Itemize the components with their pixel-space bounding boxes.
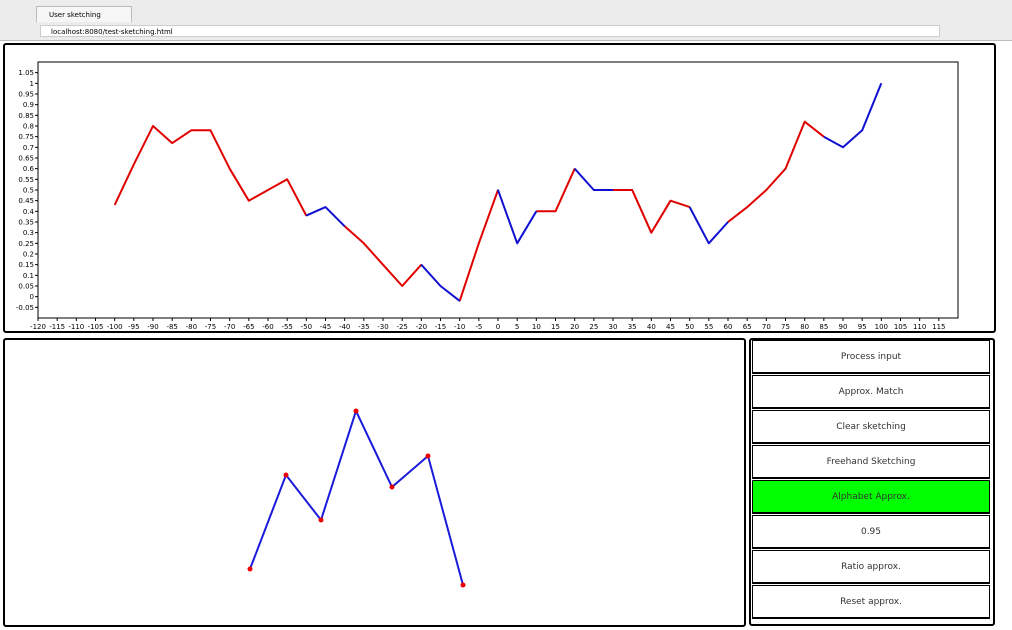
y-tick-label: 0.4 (23, 208, 35, 216)
x-tick-label: -50 (301, 323, 312, 331)
button[interactable]: Ratio approx. (752, 550, 990, 583)
x-tick-label: -65 (243, 323, 254, 331)
y-tick-label: 0.25 (18, 240, 34, 248)
series-line (305, 82, 883, 302)
x-tick-label: -85 (166, 323, 177, 331)
x-tick-label: -60 (262, 323, 273, 331)
y-tick-label: 0.3 (23, 229, 34, 237)
x-tick-label: 115 (932, 323, 945, 331)
y-tick-label: 0.1 (23, 272, 34, 280)
x-tick-label: 10 (532, 323, 541, 331)
x-tick-label: -25 (396, 323, 407, 331)
y-tick-label: 0.15 (18, 261, 34, 269)
button[interactable]: Process input (752, 340, 990, 373)
series-line (113, 120, 825, 302)
y-tick-label: 0.65 (18, 155, 34, 163)
y-tick-label: 1 (30, 80, 34, 88)
x-tick-label: 80 (800, 323, 809, 331)
x-tick-label: -120 (30, 323, 46, 331)
y-tick-label: 0.6 (23, 165, 35, 173)
x-tick-label: -20 (416, 323, 427, 331)
x-tick-label: 65 (743, 323, 752, 331)
x-tick-label: -115 (49, 323, 65, 331)
y-tick-label: 0.45 (18, 197, 34, 205)
sketch (247, 408, 466, 588)
x-tick-label: 30 (609, 323, 618, 331)
chart-panel (3, 43, 996, 333)
x-tick-label: 105 (894, 323, 907, 331)
x-tick-label: 60 (724, 323, 733, 331)
x-tick-label: 95 (858, 323, 867, 331)
button-panel (749, 338, 995, 626)
x-tick-label: 40 (647, 323, 656, 331)
y-tick-label: 0.35 (18, 219, 34, 227)
button[interactable]: Freehand Sketching (752, 445, 990, 478)
x-tick-label: -110 (68, 323, 84, 331)
button[interactable]: 0.95 (752, 515, 990, 548)
x-tick-label: -95 (128, 323, 139, 331)
x-tick-label: -55 (281, 323, 292, 331)
x-tick-label: 15 (551, 323, 560, 331)
y-tick-label: 0 (30, 293, 34, 301)
x-tick-label: -15 (435, 323, 446, 331)
x-tick-label: 75 (781, 323, 790, 331)
x-tick-label: 100 (875, 323, 888, 331)
x-tick-label: -105 (88, 323, 104, 331)
x-tick-label: 55 (704, 323, 713, 331)
x-tick-label: -90 (147, 323, 158, 331)
address-bar[interactable]: localhost:8080/test-sketching.html (40, 25, 940, 37)
x-tick-label: -30 (377, 323, 388, 331)
x-tick-label: 85 (819, 323, 828, 331)
x-tick-label: -75 (205, 323, 216, 331)
y-tick-label: 0.9 (23, 101, 34, 109)
x-tick-label: -45 (320, 323, 331, 331)
sketch-points (247, 408, 466, 588)
browser-chrome: User sketching localhost:8080/test-sketc… (0, 0, 1012, 41)
x-tick-label: -40 (339, 323, 350, 331)
y-tick-label: 0.55 (18, 176, 34, 184)
button-active[interactable]: Alphabet Approx. (752, 480, 990, 513)
x-tick-label: 5 (515, 323, 519, 331)
x-tick-label: 0 (496, 323, 500, 331)
y-tick-label: 0.7 (23, 144, 34, 152)
y-tick-label: 0.05 (18, 283, 34, 291)
y-tick-label: 0.95 (18, 91, 34, 99)
x-tick-label: 110 (913, 323, 926, 331)
y-tick-label: 0.85 (18, 112, 34, 120)
button[interactable]: Approx. Match (752, 375, 990, 408)
y-tick-label: 0.2 (23, 251, 34, 259)
x-tick-label: -10 (454, 323, 465, 331)
sketch-panel[interactable] (3, 338, 746, 627)
x-tick-label: 70 (762, 323, 771, 331)
y-tick-label: -0.05 (16, 304, 34, 312)
x-tick-label: -80 (186, 323, 197, 331)
x-tick-label: 90 (839, 323, 848, 331)
y-tick-label: 0.75 (18, 133, 34, 141)
y-tick-label: 0.5 (23, 187, 34, 195)
button[interactable]: Reset approx. (752, 585, 990, 618)
x-tick-label: 25 (589, 323, 598, 331)
x-tick-label: -5 (475, 323, 482, 331)
x-tick-label: -35 (358, 323, 369, 331)
sketch-line (249, 408, 464, 586)
x-tick-label: 45 (666, 323, 675, 331)
x-tick-label: 20 (570, 323, 579, 331)
x-tick-label: -100 (107, 323, 123, 331)
y-tick-label: 0.8 (23, 123, 34, 131)
browser-tab[interactable]: User sketching (36, 6, 132, 22)
x-tick-label: 50 (685, 323, 694, 331)
button[interactable]: Clear sketching (752, 410, 990, 443)
y-tick-label: 1.05 (18, 69, 34, 77)
x-tick-label: -70 (224, 323, 235, 331)
x-tick-label: 35 (628, 323, 637, 331)
